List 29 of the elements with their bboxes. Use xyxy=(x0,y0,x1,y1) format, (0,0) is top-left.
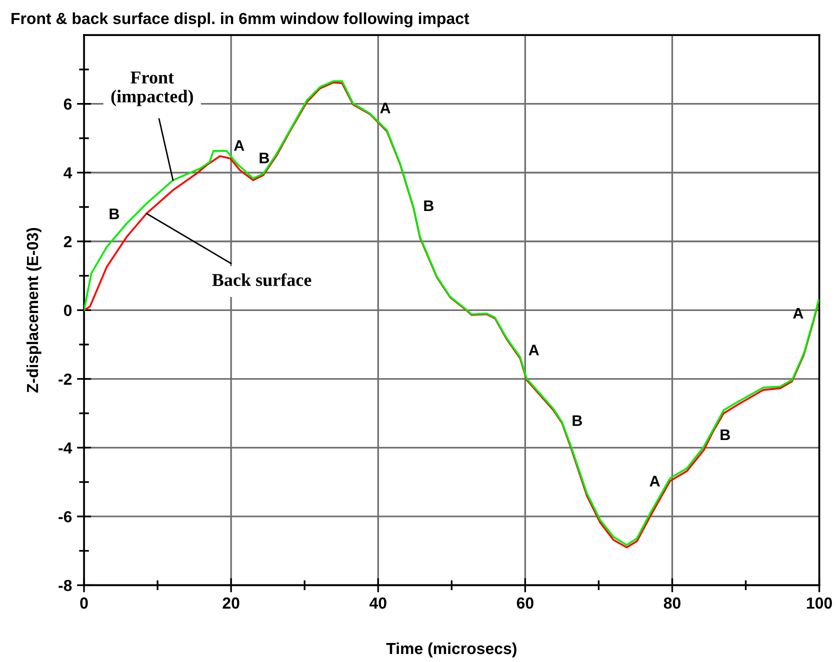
annotation: A xyxy=(380,102,390,114)
annotation: B xyxy=(572,415,582,426)
chart-title: Front & back surface displ. in 6mm window following impact xyxy=(12,12,470,28)
y-axis-title: Z-displacement (E-03) xyxy=(26,228,42,393)
annotation: Front (impacted) xyxy=(111,72,193,106)
annotation: B xyxy=(260,152,270,164)
x-axis-title: Time (microsecs) xyxy=(386,642,516,658)
y-tick-label: 4 xyxy=(64,167,72,178)
annotation: A xyxy=(528,344,539,356)
annotation: Back surface xyxy=(212,273,312,286)
x-tick-label: 20 xyxy=(222,597,240,609)
x-tick-label: 100 xyxy=(806,597,832,609)
annotation: B xyxy=(424,200,434,211)
y-tick-label: 2 xyxy=(64,236,72,248)
x-tick-label: 60 xyxy=(516,597,534,609)
x-tick-label: 40 xyxy=(369,597,386,609)
y-tick-label: -6 xyxy=(58,511,72,522)
annotation: A xyxy=(650,476,660,486)
annotation: A xyxy=(234,140,244,151)
x-tick-label: 0 xyxy=(80,597,88,609)
annotation: B xyxy=(110,208,120,220)
x-tick-label: 80 xyxy=(664,597,680,609)
annotation: A xyxy=(793,308,804,319)
annotation: B xyxy=(720,429,730,440)
y-tick-label: -4 xyxy=(58,442,72,454)
y-tick-label: -2 xyxy=(58,374,72,385)
y-tick-label: 6 xyxy=(64,98,72,110)
y-tick-label: -8 xyxy=(58,580,72,592)
y-tick-label: 0 xyxy=(64,304,72,316)
